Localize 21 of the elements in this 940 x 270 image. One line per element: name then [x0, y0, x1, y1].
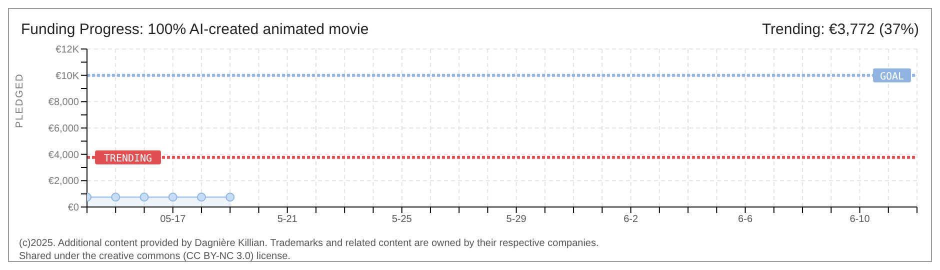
y-tick-label: €4,000: [48, 150, 80, 161]
chart-subtitle: Trending: €3,772 (37%): [762, 21, 919, 38]
x-tick-label: 05-17: [160, 214, 186, 226]
y-tick-label: €6,000: [48, 124, 80, 135]
y-tick-label: €10K: [56, 70, 80, 82]
x-tick-label: 6-2: [624, 214, 638, 226]
text: Shared under the creative commons (CC BY-NC 3.0) license.: [19, 250, 292, 263]
ref-line-label: TRENDING: [104, 153, 152, 164]
x-tick-label: 5-29: [506, 214, 527, 226]
x-tick-label: 6-10: [850, 214, 870, 226]
x-tick-label: 5-21: [277, 214, 298, 226]
y-tick-label: €0: [68, 202, 80, 214]
ref-line-label: GOAL: [880, 71, 904, 82]
y-tick-label: €12K: [56, 44, 80, 56]
x-tick-label: 6-6: [738, 214, 753, 226]
text: (c)2025. Additional content provided by Dagnière Killian. Trademarks and related content are owned by their respective companies.: [19, 237, 599, 250]
x-tick-label: 5-25: [392, 214, 412, 226]
chart-title: Funding Progress: 100% AI-created animated movie: [21, 21, 369, 38]
y-tick-label: €8,000: [48, 97, 80, 108]
y-tick-label: €2,000: [48, 176, 80, 188]
y-axis-title: PLEDGED: [14, 73, 26, 128]
